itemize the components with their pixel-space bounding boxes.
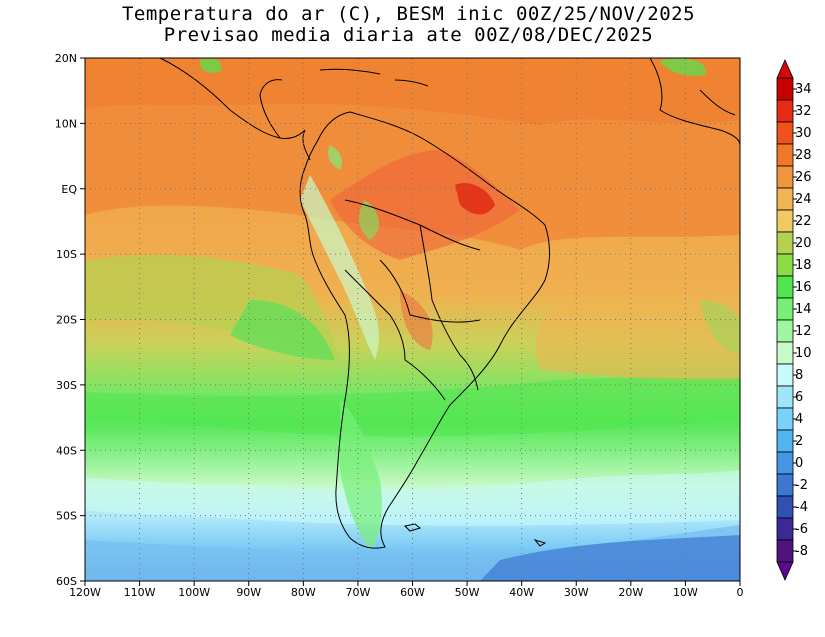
colorbar-swatch <box>776 143 794 167</box>
colorbar-swatch <box>776 275 794 299</box>
colorbar-label: 8 <box>795 368 803 383</box>
lat-tick-label: 20N <box>55 52 77 65</box>
colorbar-label: -2 <box>795 478 808 493</box>
colorbar-label: 22 <box>795 214 812 229</box>
colorbar-swatch <box>776 517 794 541</box>
colorbar-label: 6 <box>795 390 803 405</box>
colorbar-swatch <box>776 429 794 453</box>
lat-tick-label: 30S <box>56 379 77 392</box>
lon-tick-label: 110W <box>124 586 156 599</box>
colorbar-label: 12 <box>795 324 812 339</box>
colorbar-label: 30 <box>795 126 812 141</box>
map-title-line-2: Previsao media diaria ate 00Z/08/DEC/202… <box>163 24 654 46</box>
map-title-line-1: Temperatura do ar (C), BESM inic 00Z/25/… <box>121 3 696 25</box>
colorbar-label: 4 <box>795 412 803 427</box>
lon-tick-label: 70W <box>345 586 370 599</box>
colorbar-label: 20 <box>795 236 812 251</box>
lat-tick-label: 10N <box>55 117 77 130</box>
colorbar-label: -4 <box>795 500 808 515</box>
colorbar-swatch <box>776 121 794 145</box>
lon-tick-label: 40W <box>509 586 534 599</box>
lon-tick-label: 0 <box>737 586 744 599</box>
graticule <box>85 58 740 581</box>
colorbar-swatch <box>776 297 794 321</box>
lon-tick-label: 60W <box>400 586 425 599</box>
colorbar-swatch <box>776 187 794 211</box>
colorbar-label: 10 <box>795 346 812 361</box>
colorbar-label: 26 <box>795 170 812 185</box>
lat-tick-label: 40S <box>56 444 77 457</box>
temperature-field <box>85 58 740 581</box>
lat-tick-label: EQ <box>61 183 77 196</box>
colorbar-swatch <box>776 99 794 123</box>
colorbar-label: 18 <box>795 258 812 273</box>
colorbar-lower-arrow <box>776 561 794 581</box>
lon-tick-label: 30W <box>564 586 589 599</box>
colorbar-swatch <box>776 319 794 343</box>
colorbar-swatch <box>776 77 794 101</box>
colorbar-label: 2 <box>795 434 803 449</box>
colorbar-swatch <box>776 385 794 409</box>
lon-tick-label: 80W <box>291 586 316 599</box>
longitude-axis: 120W 110W 100W 90W 80W 70W 60W 50W 40W 30W 20W 10W 0 <box>69 581 744 599</box>
colorbar-label: 24 <box>795 192 812 207</box>
lat-tick-label: 20S <box>56 314 77 327</box>
colorbar-swatch <box>776 341 794 365</box>
colorbar-label: 14 <box>795 302 812 317</box>
lon-tick-label: 10W <box>673 586 698 599</box>
colorbar-swatch <box>776 253 794 277</box>
colorbar-swatch <box>776 209 794 233</box>
colorbar-label: -8 <box>795 544 808 559</box>
lon-tick-label: 100W <box>178 586 210 599</box>
colorbar-label: 32 <box>795 104 812 119</box>
colorbar-swatch <box>776 363 794 387</box>
colorbar-label: 0 <box>795 456 803 471</box>
latitude-axis: 20N 10N EQ 10S 20S 30S 40S 50S 60S <box>55 52 85 588</box>
colorbar-swatch <box>776 231 794 255</box>
colorbar-swatch <box>776 473 794 497</box>
colorbar-label: -6 <box>795 522 808 537</box>
colorbar-swatch <box>776 407 794 431</box>
colorbar-swatch <box>776 451 794 475</box>
lat-tick-label: 50S <box>56 510 77 523</box>
lon-tick-label: 90W <box>236 586 261 599</box>
colorbar-label: 34 <box>795 82 812 97</box>
lon-tick-label: 20W <box>618 586 643 599</box>
lon-tick-label: 120W <box>69 586 101 599</box>
lat-tick-label: 10S <box>56 248 77 261</box>
colorbar-swatch <box>776 165 794 189</box>
colorbar-label: 16 <box>795 280 812 295</box>
colorbar-swatch <box>776 539 794 563</box>
lat-tick-label: 60S <box>56 575 77 588</box>
lon-tick-label: 50W <box>455 586 480 599</box>
colorbar-label: 28 <box>795 148 812 163</box>
colorbar-swatch <box>776 495 794 519</box>
colorbar-upper-arrow <box>776 59 794 79</box>
